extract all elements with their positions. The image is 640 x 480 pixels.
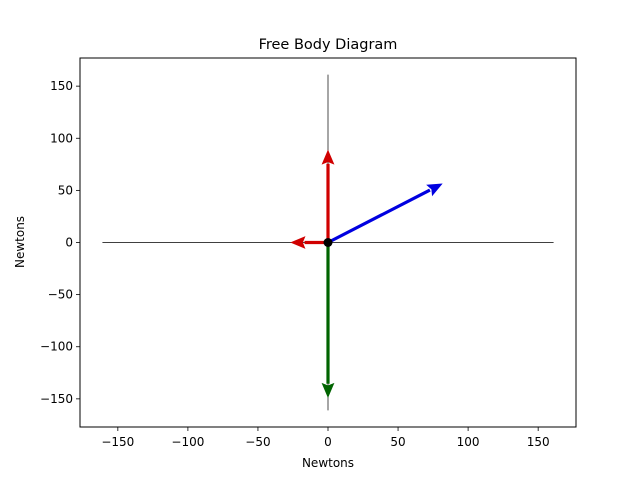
x-axis-tick-label: 0 bbox=[324, 435, 332, 449]
force-vector-head bbox=[290, 236, 306, 249]
y-axis-tick-label: 100 bbox=[50, 131, 73, 145]
plot-area: −150 −100 −50 0 50 100 150 −150 −100 −50 0 50 100 150 bbox=[40, 57, 577, 449]
y-axis-tick-label: −100 bbox=[40, 340, 73, 354]
force-vector-1 bbox=[321, 149, 335, 243]
origin-point bbox=[323, 238, 333, 247]
force-vector-4 bbox=[321, 242, 335, 399]
force-vector-shaft bbox=[327, 188, 431, 244]
force-vector-head bbox=[321, 382, 335, 399]
y-axis-tick-label: −50 bbox=[48, 288, 73, 302]
y-axis-tick-label: 150 bbox=[50, 79, 73, 93]
force-vector-head bbox=[426, 183, 443, 197]
x-axis-tick-label: 100 bbox=[457, 435, 480, 449]
y-axis-tick-label: 50 bbox=[58, 183, 73, 197]
y-axis-tick-label: −150 bbox=[40, 392, 73, 406]
y-axis-label: Newtons bbox=[13, 216, 27, 268]
x-axis-label: Newtons bbox=[302, 456, 354, 470]
y-axis-tick-label: 0 bbox=[65, 236, 73, 250]
x-axis-tick-label: −100 bbox=[171, 435, 204, 449]
force-vector-head bbox=[321, 149, 335, 165]
x-axis-tick-label: −150 bbox=[101, 435, 134, 449]
force-vector-3 bbox=[327, 183, 443, 244]
chart-title: Free Body Diagram bbox=[259, 37, 398, 53]
x-axis-tick-label: 50 bbox=[390, 435, 405, 449]
x-axis-tick-label: −50 bbox=[245, 435, 270, 449]
x-axis-tick-label: 150 bbox=[527, 435, 550, 449]
